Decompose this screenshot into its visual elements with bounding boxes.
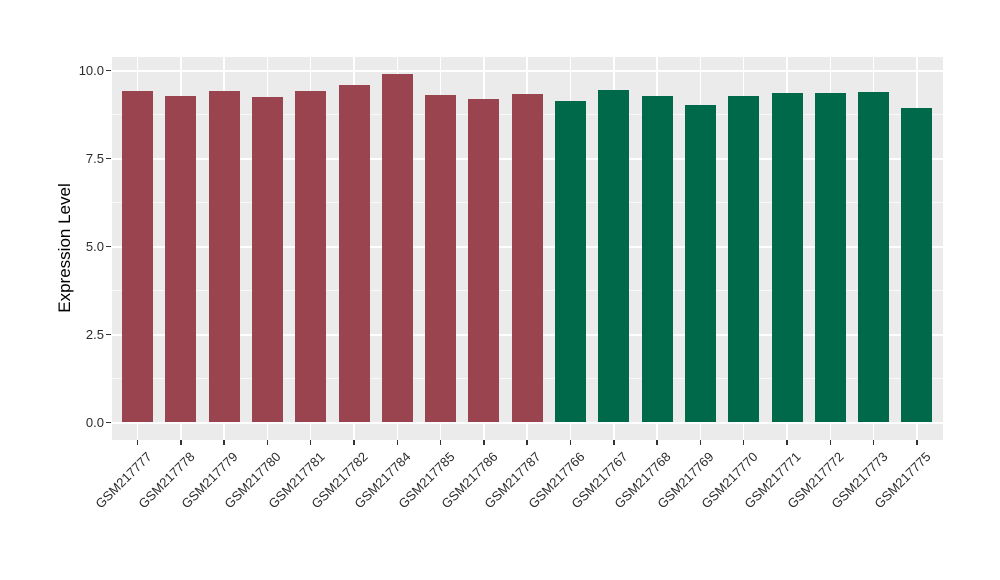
x-tick-mark (396, 440, 399, 445)
y-axis-title: Expression Level (55, 183, 74, 313)
y-tick-label: 10.0 (78, 62, 104, 78)
y-tick-label: 2.5 (85, 326, 104, 342)
x-tick-mark (872, 440, 875, 445)
y-tick-mark (106, 69, 111, 72)
bar-GSM217782 (338, 84, 370, 423)
x-tick-mark (526, 440, 528, 445)
x-tick-mark (656, 440, 658, 445)
bar-GSM217767 (598, 89, 630, 423)
bar-GSM217769 (684, 104, 716, 423)
bar-GSM217777 (122, 90, 153, 423)
bar-GSM217787 (511, 93, 543, 423)
bar-GSM217786 (468, 99, 500, 423)
bar-GSM217781 (295, 90, 327, 423)
x-tick-mark (223, 440, 225, 445)
x-tick-mark (180, 440, 182, 445)
bar-GSM217766 (555, 101, 586, 423)
y-tick-mark (106, 333, 111, 336)
x-tick-mark (786, 440, 788, 445)
bar-GSM217784 (381, 74, 413, 423)
x-tick-mark (829, 440, 832, 445)
x-tick-mark (136, 440, 139, 445)
x-tick-mark (353, 440, 355, 445)
x-tick-mark (699, 440, 702, 445)
y-tick-mark (106, 157, 111, 160)
x-tick-mark (613, 440, 615, 445)
bar-GSM217773 (858, 92, 890, 423)
x-tick-mark (569, 440, 572, 445)
bar-GSM217770 (728, 96, 760, 423)
bar-GSM217785 (425, 95, 457, 423)
y-tick-label: 7.5 (85, 150, 104, 166)
x-tick-mark (483, 440, 485, 445)
bar-GSM217780 (251, 96, 283, 423)
bar-GSM217771 (771, 93, 803, 423)
y-tick-label: 5.0 (85, 238, 104, 254)
x-tick-mark (266, 440, 269, 445)
x-tick-mark (309, 440, 312, 445)
plot-panel (112, 57, 943, 440)
x-tick-mark (439, 440, 442, 445)
y-tick-mark (106, 421, 111, 424)
bar-GSM217778 (165, 95, 197, 423)
y-tick-label: 0.0 (85, 414, 104, 430)
bar-GSM217768 (641, 96, 673, 423)
x-tick-mark (742, 440, 745, 445)
bar-GSM217775 (901, 108, 933, 423)
y-tick-mark (106, 245, 111, 248)
bar-GSM217772 (814, 93, 846, 423)
bar-GSM217779 (208, 90, 240, 423)
x-tick-mark (916, 440, 918, 445)
